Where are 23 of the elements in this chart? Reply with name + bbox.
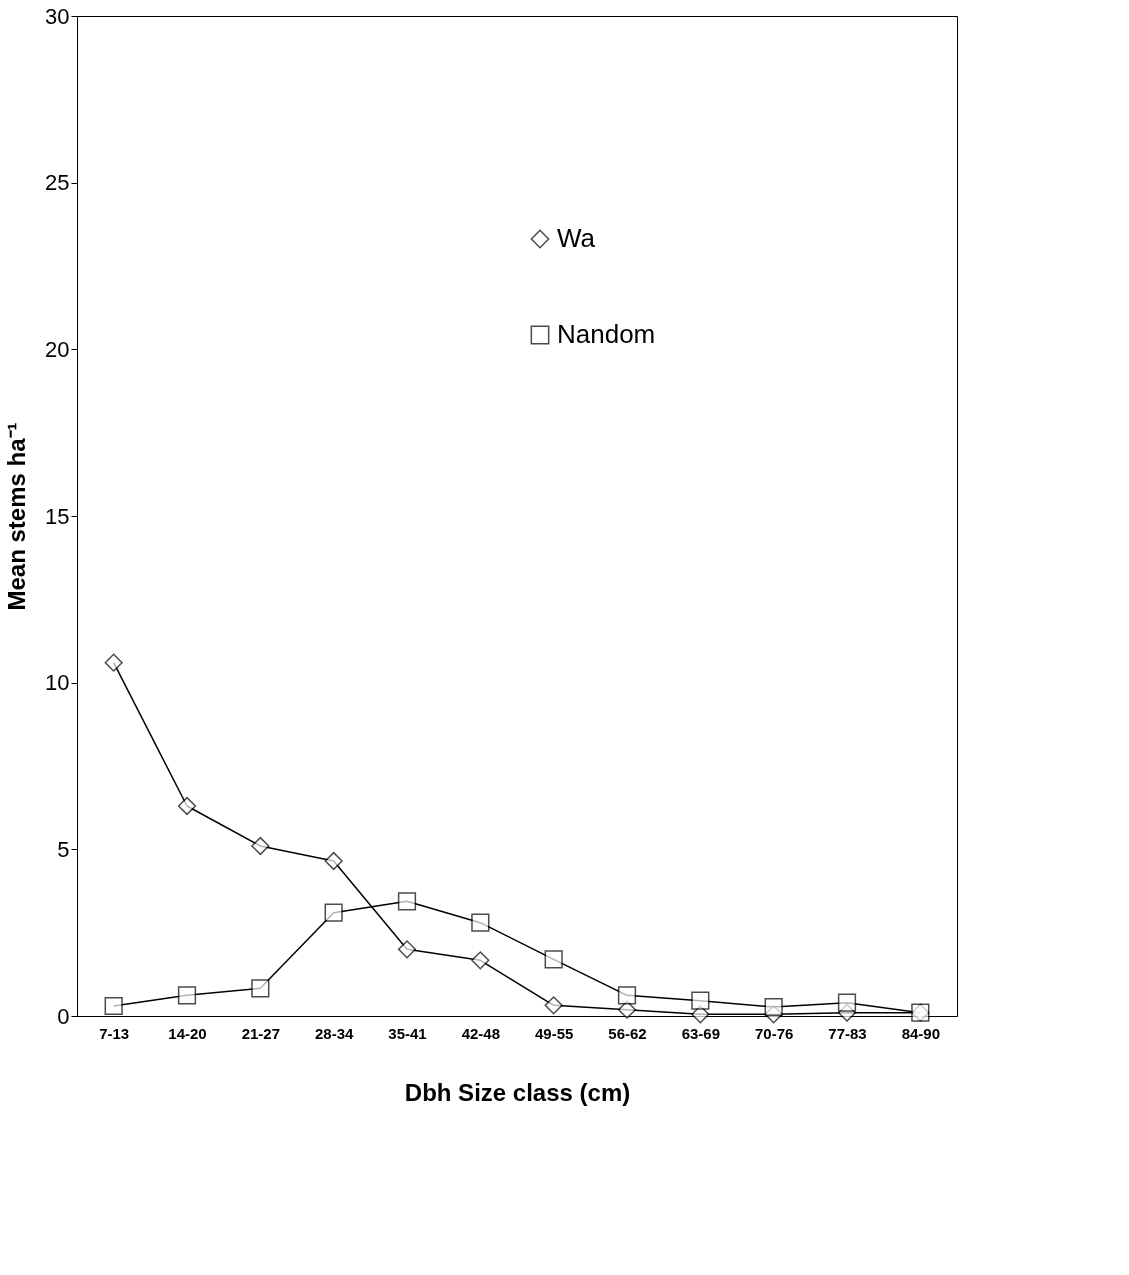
x-tick-label: 7-13 (99, 1024, 130, 1042)
x-tick-label: 42-48 (461, 1024, 501, 1042)
x-axis-title: Dbh Size class (cm) (404, 1078, 631, 1106)
x-tick-label: 14-20 (168, 1024, 207, 1042)
x-tick-label: 77-83 (828, 1024, 867, 1042)
x-tick-label: 84-90 (901, 1024, 941, 1042)
legend-label: Nandom (557, 319, 656, 349)
x-tick-label: 21-27 (241, 1024, 281, 1042)
y-axis-title: Mean stems ha⁻¹ (3, 422, 31, 611)
x-tick-label: 49-55 (534, 1024, 574, 1042)
y-tick-label: 5 (57, 836, 70, 862)
y-tick-label: 30 (45, 3, 70, 29)
y-tick-label: 10 (45, 670, 70, 696)
x-tick-label: 35-41 (388, 1024, 427, 1042)
x-tick-label: 28-34 (314, 1024, 354, 1042)
y-tick-label: 20 (45, 336, 70, 362)
legend-label: Wa (557, 223, 596, 253)
x-tick-label: 70-76 (754, 1024, 794, 1042)
y-tick-label: 25 (45, 170, 70, 196)
y-tick-label: 15 (45, 503, 70, 529)
y-tick-label: 0 (57, 1003, 70, 1029)
x-tick-label: 63-69 (681, 1024, 721, 1042)
x-tick-label: 56-62 (608, 1024, 647, 1042)
